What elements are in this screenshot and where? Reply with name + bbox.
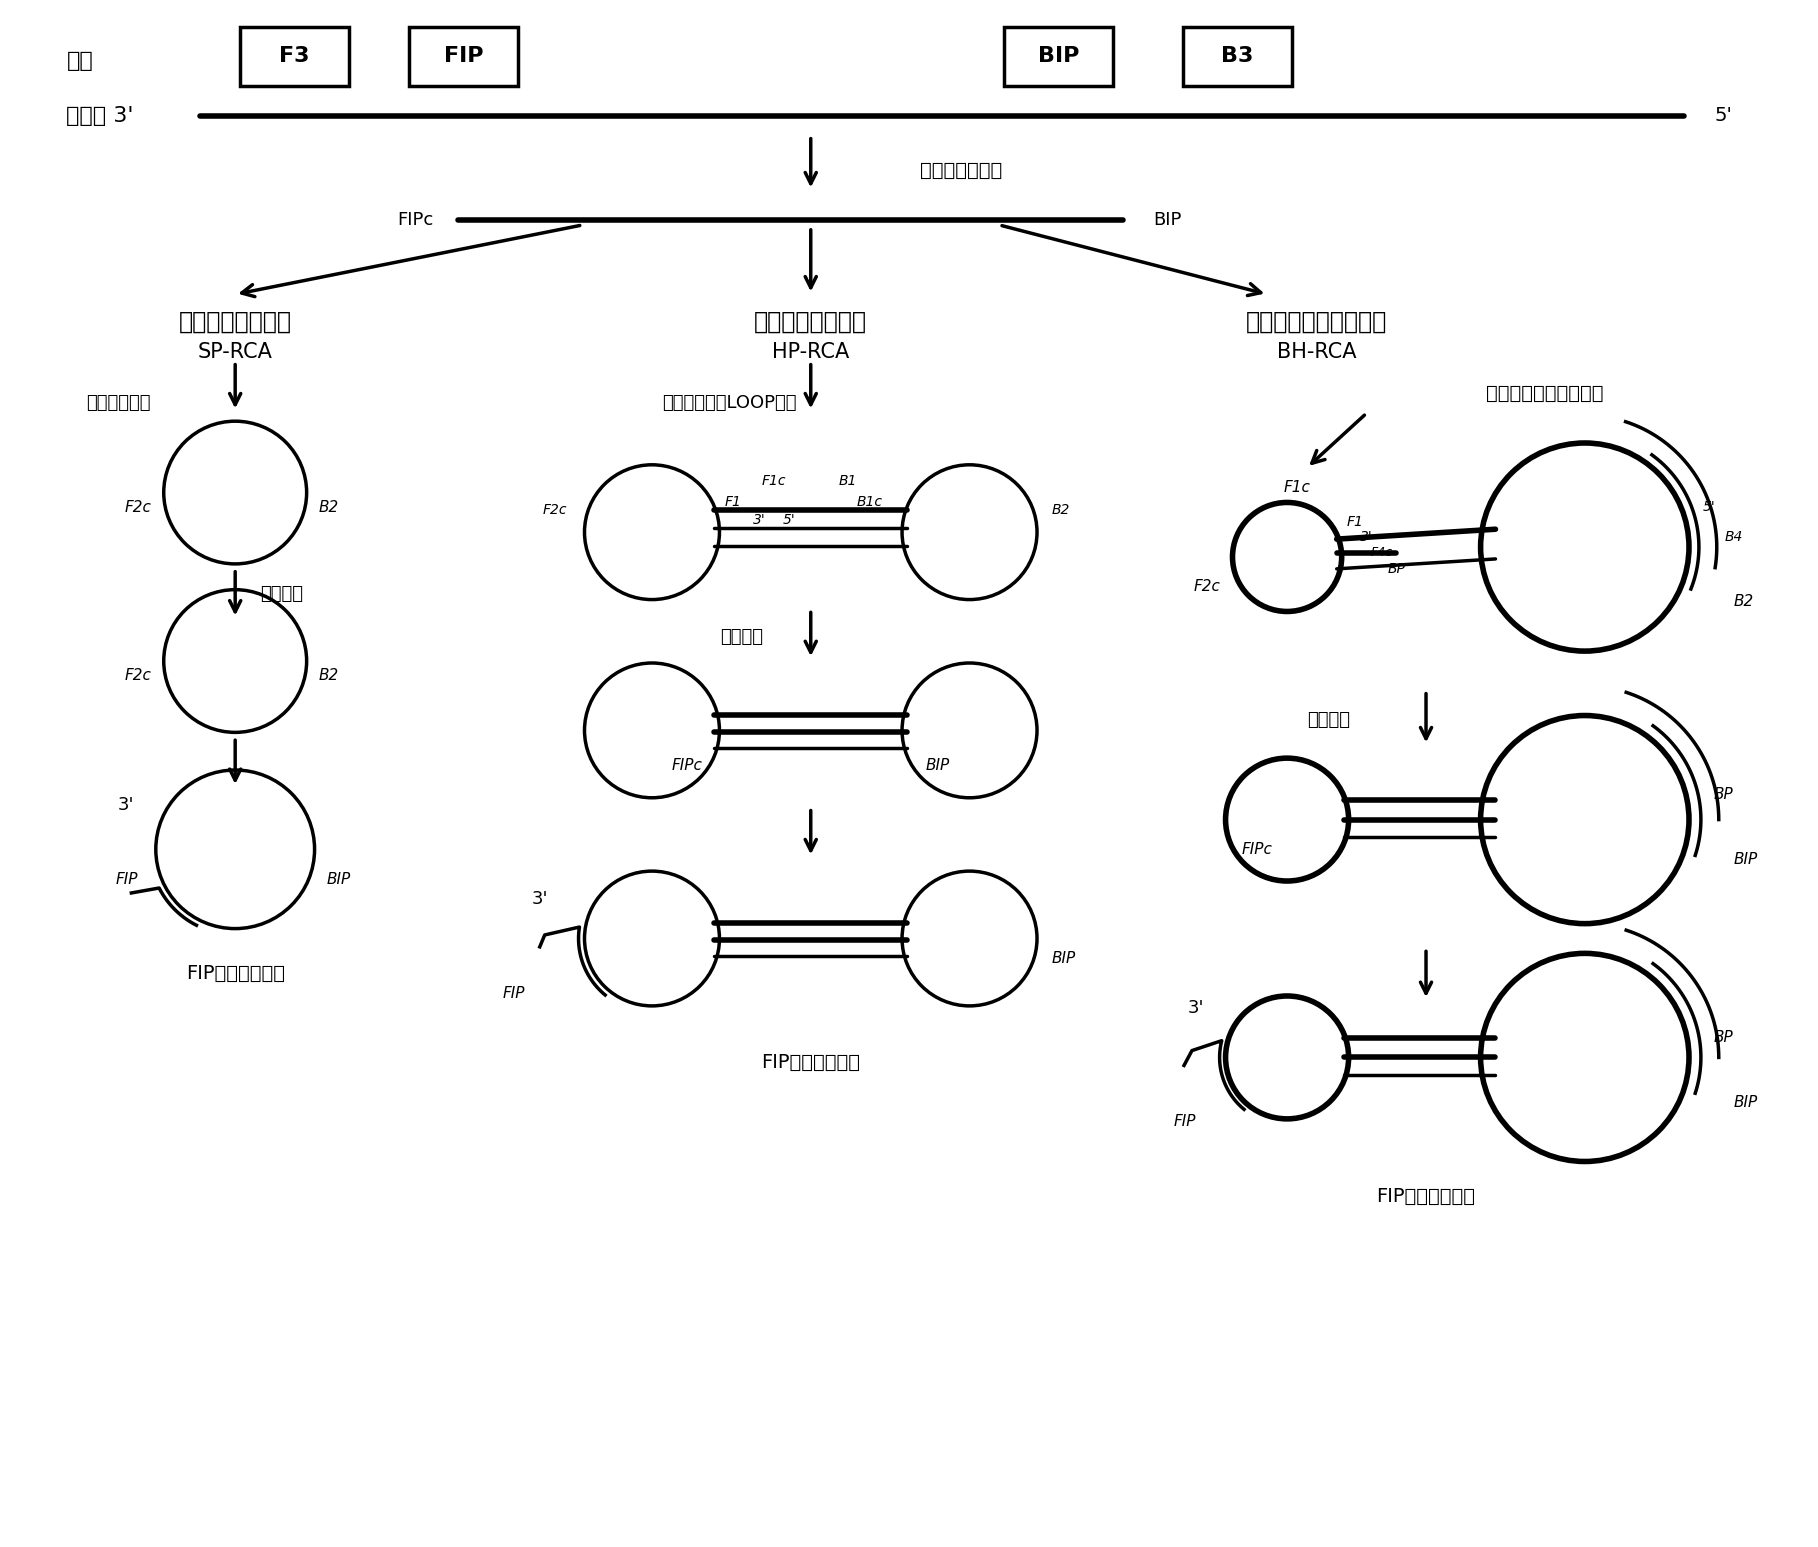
FancyBboxPatch shape — [1004, 26, 1113, 87]
Text: BIP: BIP — [1734, 1095, 1758, 1109]
Text: FIP引物启动扩增: FIP引物启动扩增 — [185, 964, 285, 982]
Text: 目标模板成双LOOP结构: 目标模板成双LOOP结构 — [662, 394, 796, 413]
Text: 连接环化: 连接环化 — [720, 628, 764, 647]
Text: 目标模板被剥离: 目标模板被剥离 — [920, 161, 1002, 179]
Text: BP: BP — [1714, 787, 1734, 803]
Text: HP-RCA: HP-RCA — [773, 342, 849, 362]
Text: B4: B4 — [1725, 531, 1743, 545]
Text: BP: BP — [1387, 562, 1405, 575]
Text: 连接环化: 连接环化 — [1307, 712, 1351, 730]
Text: F1: F1 — [724, 495, 742, 509]
Text: F1: F1 — [1347, 515, 1364, 529]
Text: B2: B2 — [318, 500, 338, 515]
Text: BIP: BIP — [1734, 852, 1758, 866]
FancyBboxPatch shape — [409, 26, 518, 87]
Text: 3': 3' — [531, 890, 547, 908]
Text: B1: B1 — [838, 473, 856, 487]
Text: F2c: F2c — [542, 503, 567, 517]
Text: BH-RCA: BH-RCA — [1276, 342, 1356, 362]
Text: BIP: BIP — [925, 758, 949, 772]
Text: 3': 3' — [118, 795, 135, 814]
Text: BP: BP — [1714, 1030, 1734, 1046]
Text: F1c: F1c — [762, 473, 787, 487]
Text: BIP: BIP — [1153, 210, 1182, 229]
Text: 3': 3' — [1360, 531, 1373, 545]
Text: B1c: B1c — [856, 495, 882, 509]
Text: 引物: 引物 — [67, 51, 93, 71]
Text: 3': 3' — [1187, 999, 1204, 1016]
Text: FIP: FIP — [502, 985, 525, 1001]
Text: F4c: F4c — [1371, 546, 1393, 558]
Text: 5': 5' — [782, 514, 794, 528]
Text: 3': 3' — [753, 514, 765, 528]
Text: B2: B2 — [1733, 594, 1754, 610]
Text: BIP: BIP — [1053, 951, 1076, 965]
Text: F2c: F2c — [125, 500, 153, 515]
Text: 头尾两端接近: 头尾两端接近 — [85, 394, 151, 413]
Text: SP-RCA: SP-RCA — [198, 342, 273, 362]
Text: FIPc: FIPc — [398, 210, 435, 229]
Text: 5': 5' — [1714, 107, 1733, 125]
Text: FIP: FIP — [115, 871, 138, 886]
FancyBboxPatch shape — [240, 26, 349, 87]
Text: 靶核酸 3': 靶核酸 3' — [67, 105, 135, 125]
Text: 连接环化: 连接环化 — [260, 585, 304, 603]
Text: BIP: BIP — [327, 871, 351, 886]
Text: FIP引物启动扩增: FIP引物启动扩增 — [1376, 1187, 1476, 1205]
Text: FIP: FIP — [444, 46, 484, 67]
Text: B2: B2 — [318, 668, 338, 684]
Text: FIP引物启动扩增: FIP引物启动扩增 — [762, 1054, 860, 1072]
Text: FIPc: FIPc — [1242, 842, 1273, 857]
Text: F2c: F2c — [1194, 579, 1220, 594]
Text: 自接引物滚环扩增: 自接引物滚环扩增 — [178, 309, 291, 334]
Text: B3: B3 — [1222, 46, 1254, 67]
FancyBboxPatch shape — [1184, 26, 1293, 87]
Text: F1c: F1c — [1284, 480, 1311, 495]
Text: F3: F3 — [280, 46, 311, 67]
Text: 5': 5' — [1702, 500, 1714, 515]
Text: F2c: F2c — [125, 668, 153, 684]
Text: BIP: BIP — [1038, 46, 1080, 67]
Text: FIPc: FIPc — [673, 758, 704, 772]
Text: 桥式发夹引物滚环扩增: 桥式发夹引物滚环扩增 — [1245, 309, 1387, 334]
Text: 发夹引物滚环扩增: 发夹引物滚环扩增 — [754, 309, 867, 334]
Text: B2: B2 — [1053, 503, 1071, 517]
Text: FIP: FIP — [1173, 1114, 1196, 1129]
Text: 桥式引物连接头尾两端: 桥式引物连接头尾两端 — [1485, 384, 1603, 402]
